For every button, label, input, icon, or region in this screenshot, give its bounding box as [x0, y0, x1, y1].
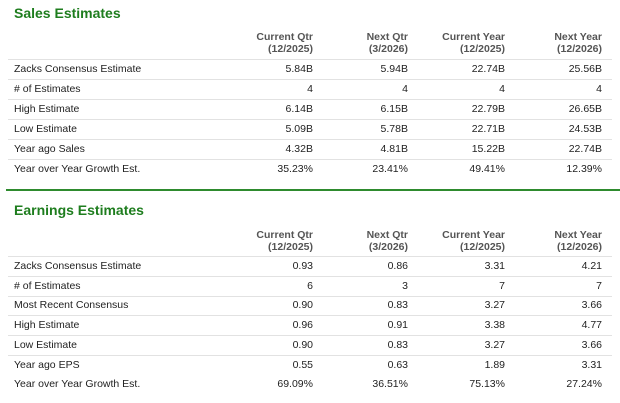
cell-value: 6.14B: [285, 103, 313, 115]
cell-value: 35.23%: [277, 163, 313, 175]
row-rule: [8, 119, 612, 120]
cell-value: 0.83: [387, 299, 408, 312]
column-header: Next Year: [554, 229, 602, 241]
cell-value: 4: [307, 83, 313, 95]
cell-value: 4: [596, 83, 602, 95]
cell-value: 3.31: [484, 260, 505, 272]
cell-value: 3.27: [484, 299, 505, 312]
row-rule: [8, 315, 612, 317]
row-rule: [8, 275, 612, 277]
cell-value: 6: [307, 279, 313, 292]
section-divider: [6, 189, 620, 191]
cell-value: 4.21: [581, 260, 602, 272]
column-header: Current Qtr: [256, 31, 313, 43]
cell-value: 12.39%: [566, 163, 602, 175]
row-label: Zacks Consensus Estimate: [14, 63, 142, 75]
column-header: (12/2025): [268, 241, 313, 253]
cell-value: 15.22B: [471, 143, 505, 155]
section-title: Earnings Estimates: [14, 202, 144, 218]
cell-value: 0.55: [292, 358, 313, 371]
row-rule: [8, 334, 612, 336]
cell-value: 6.15B: [380, 103, 408, 115]
cell-value: 0.83: [387, 338, 408, 351]
column-header: Next Qtr: [366, 31, 408, 43]
row-label: Year ago EPS: [14, 358, 80, 371]
cell-value: 0.96: [292, 319, 313, 332]
row-label: Year over Year Growth Est.: [14, 163, 141, 175]
row-rule: [8, 295, 612, 297]
column-header: (3/2026): [368, 241, 408, 253]
cell-value: 3.66: [581, 338, 602, 351]
cell-value: 5.94B: [380, 63, 408, 75]
header-rule: [8, 256, 612, 257]
cell-value: 23.41%: [372, 163, 408, 175]
row-label: # of Estimates: [14, 279, 81, 292]
header-rule: [8, 59, 612, 60]
cell-value: 4.81B: [380, 143, 408, 155]
column-header: (12/2025): [460, 43, 505, 55]
row-label: High Estimate: [14, 103, 80, 115]
cell-value: 5.84B: [285, 63, 313, 75]
cell-value: 49.41%: [469, 163, 505, 175]
cell-value: 5.78B: [380, 123, 408, 135]
cell-value: 0.86: [387, 260, 408, 272]
column-header: Next Year: [554, 31, 602, 43]
cell-value: 3.38: [484, 319, 505, 332]
column-header: Next Qtr: [366, 229, 408, 241]
cell-value: 3.27: [484, 338, 505, 351]
cell-value: 0.91: [387, 319, 408, 332]
cell-value: 1.89: [484, 358, 505, 371]
row-label: Year ago Sales: [14, 143, 85, 155]
row-label: Year over Year Growth Est.: [14, 378, 141, 391]
cell-value: 5.09B: [285, 123, 313, 135]
column-header: (12/2025): [460, 241, 505, 253]
cell-value: 22.74B: [568, 143, 602, 155]
cell-value: 36.51%: [372, 378, 408, 391]
cell-value: 22.71B: [471, 123, 505, 135]
cell-value: 75.13%: [469, 378, 505, 391]
section-title: Sales Estimates: [14, 5, 121, 21]
cell-value: 69.09%: [277, 378, 313, 391]
row-label: # of Estimates: [14, 83, 81, 95]
cell-value: 4: [499, 83, 505, 95]
row-rule: [8, 139, 612, 140]
row-rule: [8, 99, 612, 100]
row-rule: [8, 79, 612, 80]
row-label: Low Estimate: [14, 123, 78, 135]
cell-value: 7: [499, 279, 505, 292]
row-rule: [8, 354, 612, 356]
row-label: Most Recent Consensus: [14, 299, 129, 312]
row-label: Low Estimate: [14, 338, 78, 351]
cell-value: 0.63: [387, 358, 408, 371]
cell-value: 22.74B: [471, 63, 505, 75]
column-header: (3/2026): [368, 43, 408, 55]
column-header: (12/2026): [557, 241, 602, 253]
column-header: Current Year: [442, 229, 505, 241]
cell-value: 22.79B: [471, 103, 505, 115]
row-rule: [8, 159, 612, 160]
row-label: High Estimate: [14, 319, 80, 332]
cell-value: 25.56B: [568, 63, 602, 75]
column-header: Current Year: [442, 31, 505, 43]
row-label: Zacks Consensus Estimate: [14, 260, 142, 272]
cell-value: 24.53B: [568, 123, 602, 135]
cell-value: 0.93: [292, 260, 313, 272]
cell-value: 3.31: [581, 358, 602, 371]
cell-value: 4.32B: [285, 143, 313, 155]
cell-value: 7: [596, 279, 602, 292]
cell-value: 4: [402, 83, 408, 95]
cell-value: 0.90: [292, 299, 313, 312]
cell-value: 26.65B: [568, 103, 602, 115]
cell-value: 4.77: [581, 319, 602, 332]
column-header: (12/2026): [557, 43, 602, 55]
cell-value: 27.24%: [566, 378, 602, 391]
column-header: (12/2025): [268, 43, 313, 55]
cell-value: 3: [402, 279, 408, 292]
cell-value: 3.66: [581, 299, 602, 312]
column-header: Current Qtr: [256, 229, 313, 241]
cell-value: 0.90: [292, 338, 313, 351]
